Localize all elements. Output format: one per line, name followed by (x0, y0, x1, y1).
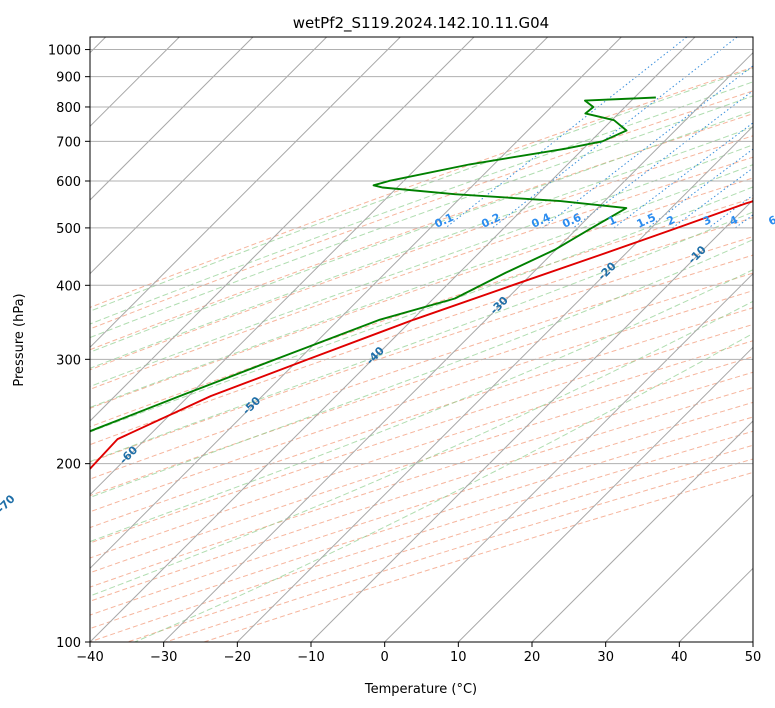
moist-adiabat-line (90, 269, 753, 543)
y-tick-label: 400 (56, 279, 81, 294)
plot-frame (89, 36, 754, 643)
moist-adiabat-line (90, 300, 753, 597)
dry-adiabat-line (90, 177, 753, 409)
x-tick-label: 50 (745, 650, 762, 665)
isotherm-line (90, 37, 475, 422)
isotherm-line (90, 37, 549, 496)
dry-adiabat-line (90, 386, 753, 602)
moist-adiabat-line (134, 332, 753, 642)
background-lines (90, 37, 753, 642)
x-tick-label: 30 (597, 650, 614, 665)
x-tick-label: −40 (76, 650, 103, 665)
x-tick-label: −10 (297, 650, 324, 665)
dry-adiabat-line (90, 272, 753, 497)
x-tick-label: −30 (150, 650, 177, 665)
isotherm-line (90, 37, 254, 201)
y-tick-label: 500 (56, 222, 81, 237)
isotherm-line (90, 37, 622, 570)
x-tick-label: 40 (671, 650, 688, 665)
dry-adiabat-line (90, 356, 753, 574)
y-tick-label: 1000 (48, 44, 81, 59)
mixing-ratio-line (672, 167, 753, 229)
dry-adiabat-line (90, 371, 753, 588)
isotherm-line (236, 125, 753, 642)
temperature-profile-line (90, 200, 753, 471)
y-tick-label: 100 (56, 636, 81, 651)
axis-ticks: −40 −30 −20 −10 0 10 20 30 40 50 100 200 300 400 500 60… (48, 44, 761, 665)
isotherm-line (531, 420, 753, 642)
dry-adiabat-line (90, 113, 753, 351)
grid (90, 37, 753, 642)
isotherm-line (457, 346, 753, 642)
moist-adiabat-line (90, 67, 753, 312)
x-tick-label: −20 (224, 650, 251, 665)
y-tick-label: 900 (56, 71, 81, 86)
mixing-ratio-line (542, 65, 753, 229)
dry-adiabat-line (90, 323, 753, 544)
chart-title: wetPf2_S119.2024.142.10.11.G04 (293, 14, 549, 33)
moist-adiabat-line (90, 95, 753, 339)
isotherm-line (605, 493, 753, 642)
dry-adiabat-line (90, 156, 753, 390)
dry-adiabat-line (90, 340, 753, 559)
dry-adiabat-line (90, 307, 753, 529)
isotherm-line (384, 272, 753, 642)
x-tick-label: 10 (450, 650, 467, 665)
mixing-ratio-label: 6 (766, 213, 775, 228)
moist-adiabat-line (90, 211, 753, 463)
x-tick-label: 0 (381, 650, 389, 665)
isotherm-line (90, 37, 328, 275)
moist-adiabat-line (90, 81, 753, 325)
y-tick-label: 600 (56, 175, 81, 190)
dewpoint-profile-line (90, 96, 656, 433)
x-tick-label: 20 (524, 650, 541, 665)
y-tick-label: 800 (56, 101, 81, 116)
isotherm-line (90, 37, 401, 349)
isotherm-line (163, 51, 753, 642)
dry-adiabat-line (90, 254, 753, 480)
moist-adiabat-line (90, 126, 753, 369)
moist-adiabat-line (90, 186, 753, 433)
mixing-ratio-line (572, 90, 753, 229)
dry-adiabat-line (90, 66, 753, 309)
y-axis-label: Pressure (hPa) (12, 293, 27, 386)
x-axis-label: Temperature (°C) (364, 682, 477, 697)
isotherm-line (90, 37, 696, 642)
dry-adiabat-line (90, 290, 753, 513)
y-tick-label: 300 (56, 353, 81, 368)
series-layer (90, 96, 753, 471)
y-tick-label: 200 (56, 458, 81, 473)
isotherm-line (310, 199, 753, 642)
moist-adiabat-line (90, 110, 753, 353)
y-tick-label: 700 (56, 135, 81, 150)
